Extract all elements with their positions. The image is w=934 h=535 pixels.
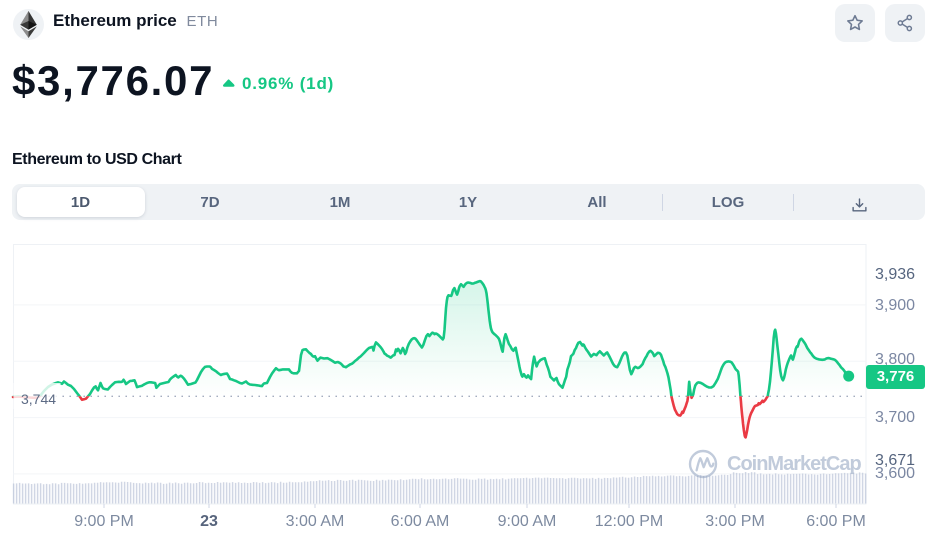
svg-text:CoinMarketCap: CoinMarketCap [727,453,861,475]
